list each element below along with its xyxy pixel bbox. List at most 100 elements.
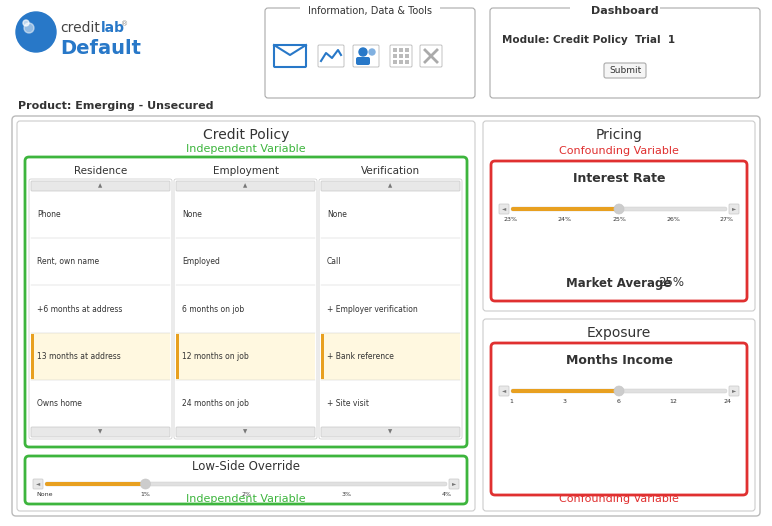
Text: 6 months on job: 6 months on job [182,305,244,313]
Bar [405,48,409,52]
Text: +6 months at address: +6 months at address [37,305,123,313]
Text: 12 months on job: 12 months on job [182,352,249,361]
FancyBboxPatch shape [499,386,509,396]
Text: 24%: 24% [558,217,572,222]
Text: Credit Policy: Credit Policy [203,128,290,142]
FancyBboxPatch shape [265,8,475,98]
Bar [405,60,409,64]
Text: ▼: ▼ [243,430,248,434]
Text: ◄: ◄ [502,389,506,393]
FancyBboxPatch shape [45,482,145,486]
FancyBboxPatch shape [491,343,747,495]
Text: Market Average: Market Average [567,277,672,289]
Bar [399,54,403,58]
Circle shape [614,386,624,396]
Text: lab: lab [101,21,125,35]
Text: None: None [182,210,201,219]
Circle shape [359,48,367,56]
Bar [393,48,397,52]
Text: 24 months on job: 24 months on job [182,399,249,408]
FancyBboxPatch shape [390,45,412,67]
Text: 3%: 3% [341,492,351,497]
Circle shape [24,23,34,33]
Text: Confounding Variable: Confounding Variable [559,146,679,156]
Text: Residence: Residence [74,166,127,176]
FancyBboxPatch shape [356,57,370,65]
Bar [321,332,460,380]
Text: ▲: ▲ [98,184,103,188]
Circle shape [16,12,56,52]
FancyBboxPatch shape [511,207,619,211]
Text: 4%: 4% [442,492,452,497]
FancyBboxPatch shape [176,181,315,191]
Text: 25%: 25% [612,217,626,222]
FancyBboxPatch shape [483,319,755,511]
Circle shape [369,49,375,55]
FancyBboxPatch shape [511,389,619,393]
Text: 2%: 2% [241,492,251,497]
FancyBboxPatch shape [321,181,460,191]
Bar [300,7,440,17]
FancyBboxPatch shape [449,479,459,489]
Circle shape [614,204,624,214]
Text: Employed: Employed [182,257,220,266]
FancyBboxPatch shape [321,427,460,437]
Bar [31,332,170,380]
Text: ◄: ◄ [502,207,506,211]
Text: Months Income: Months Income [566,355,672,368]
Bar [399,60,403,64]
Text: + Site visit: + Site visit [327,399,369,408]
Circle shape [23,20,29,26]
FancyBboxPatch shape [483,121,755,311]
Text: Dashboard: Dashboard [591,6,659,16]
Text: None: None [37,492,53,497]
Text: ▼: ▼ [388,430,393,434]
FancyBboxPatch shape [491,161,747,301]
Bar [399,48,403,52]
Text: ®: ® [121,21,128,27]
Text: ▲: ▲ [243,184,248,188]
Text: Phone: Phone [37,210,61,219]
Text: Information, Data & Tools: Information, Data & Tools [308,6,432,16]
FancyBboxPatch shape [33,479,43,489]
Text: 26%: 26% [666,217,680,222]
FancyBboxPatch shape [729,204,739,214]
Text: ▲: ▲ [388,184,393,188]
Bar [176,333,179,379]
Text: Low-Side Override: Low-Side Override [192,460,300,473]
FancyBboxPatch shape [511,207,727,211]
Text: Employment: Employment [212,166,279,176]
Text: ►: ► [732,389,736,393]
Bar [176,332,315,380]
Text: Interest Rate: Interest Rate [573,173,665,186]
FancyBboxPatch shape [604,63,646,78]
Bar [31,333,34,379]
Text: 3: 3 [563,399,567,404]
FancyBboxPatch shape [45,482,447,486]
Text: Independent Variable: Independent Variable [186,494,306,504]
FancyBboxPatch shape [318,45,344,67]
FancyBboxPatch shape [17,121,475,511]
FancyBboxPatch shape [25,157,467,447]
Text: None: None [327,210,347,219]
FancyBboxPatch shape [25,456,467,504]
FancyBboxPatch shape [490,8,760,98]
Text: ◄: ◄ [36,481,40,487]
Circle shape [141,479,151,489]
Text: Verification: Verification [361,166,420,176]
Text: Module: Credit Policy  Trial  1: Module: Credit Policy Trial 1 [502,35,676,45]
Bar [570,7,660,17]
FancyBboxPatch shape [176,427,315,437]
FancyBboxPatch shape [31,181,170,191]
Text: 6: 6 [617,399,621,404]
Text: Owns home: Owns home [37,399,82,408]
Text: + Bank reference: + Bank reference [327,352,394,361]
Bar [405,54,409,58]
Text: Pricing: Pricing [595,128,642,142]
Text: 24: 24 [723,399,731,404]
FancyBboxPatch shape [319,179,462,439]
Text: credit: credit [60,21,100,35]
Text: Product: Emerging - Unsecured: Product: Emerging - Unsecured [18,101,214,111]
Text: 12: 12 [669,399,677,404]
Text: 25%: 25% [658,277,684,289]
